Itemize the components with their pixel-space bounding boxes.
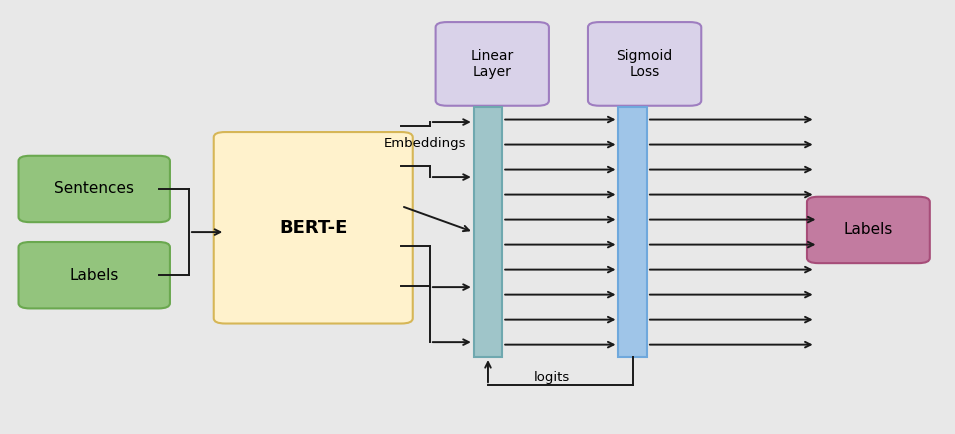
Bar (474, 107, 502, 357)
Text: Embeddings: Embeddings (384, 137, 466, 150)
Text: Sentences: Sentences (54, 181, 135, 197)
Text: Labels: Labels (843, 223, 893, 237)
Text: Sigmoid
Loss: Sigmoid Loss (617, 49, 672, 79)
Text: Labels: Labels (70, 268, 119, 283)
Text: logits: logits (534, 372, 570, 385)
FancyBboxPatch shape (588, 22, 701, 106)
Text: Linear
Layer: Linear Layer (471, 49, 514, 79)
FancyBboxPatch shape (435, 22, 549, 106)
Text: BERT-E: BERT-E (279, 219, 348, 237)
FancyBboxPatch shape (18, 242, 170, 309)
FancyBboxPatch shape (18, 156, 170, 222)
Bar (619, 107, 647, 357)
FancyBboxPatch shape (807, 197, 930, 263)
FancyBboxPatch shape (214, 132, 413, 323)
